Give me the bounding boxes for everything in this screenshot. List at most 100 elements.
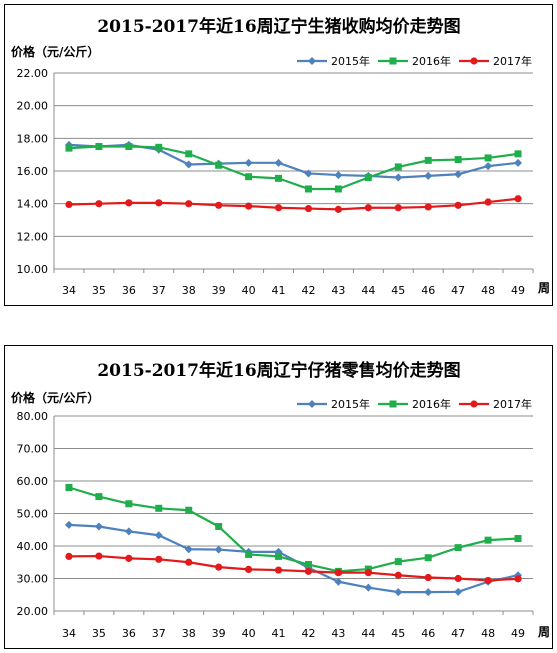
legend-label: 2016年	[412, 54, 451, 68]
x-tick-label: 42	[301, 284, 315, 297]
data-point	[125, 199, 133, 207]
data-point	[394, 204, 402, 212]
data-point	[185, 558, 193, 566]
data-point	[304, 567, 313, 575]
data-point	[155, 504, 163, 512]
x-axis-unit: 周	[538, 281, 550, 295]
data-point	[184, 545, 193, 554]
data-point	[364, 583, 373, 592]
data-point	[275, 174, 283, 182]
x-tick-label: 46	[421, 284, 435, 297]
x-axis-unit: 周	[538, 625, 550, 639]
data-point	[394, 163, 402, 171]
data-point	[394, 588, 403, 597]
data-point	[424, 203, 432, 211]
x-tick-label: 39	[212, 627, 226, 640]
x-tick-label: 35	[92, 627, 106, 640]
data-point	[95, 143, 103, 150]
data-point	[65, 144, 73, 152]
data-point	[215, 201, 223, 209]
series-line	[68, 554, 519, 582]
data-point	[154, 531, 163, 540]
data-point	[185, 200, 193, 208]
data-point	[454, 544, 462, 552]
data-point	[394, 173, 403, 182]
legend-marker	[389, 400, 397, 408]
x-tick-label: 42	[301, 627, 315, 640]
legend-item: 2015年	[297, 54, 370, 68]
legend-marker	[389, 57, 397, 65]
data-point	[94, 522, 103, 531]
legend-marker	[470, 57, 478, 65]
y-tick-label: 18.00	[17, 132, 49, 145]
data-point	[275, 552, 283, 560]
y-tick-label: 40.00	[17, 540, 49, 553]
data-point	[424, 156, 432, 164]
series-2016年	[65, 143, 522, 193]
legend-item: 2017年	[459, 54, 532, 68]
x-tick-label: 45	[391, 627, 405, 640]
chart-panel-piglet: 2015-2017年近16周辽宁仔猪零售均价走势图 价格（元/公斤） 2015年…	[4, 345, 553, 649]
legend-item: 2017年	[459, 397, 532, 411]
x-tick-label: 35	[92, 284, 106, 297]
y-tick-label: 30.00	[17, 573, 49, 586]
data-point	[484, 198, 492, 206]
y-tick-label: 22.00	[17, 67, 49, 80]
x-tick-label: 48	[481, 627, 495, 640]
data-point	[424, 573, 432, 582]
data-point	[304, 169, 313, 178]
y-tick-label: 80.00	[17, 410, 49, 423]
data-point	[65, 200, 73, 209]
data-point	[334, 577, 343, 586]
data-point	[364, 569, 372, 577]
data-point	[484, 162, 493, 171]
legend-item: 2016年	[378, 397, 451, 411]
x-tick-label: 40	[242, 284, 256, 297]
data-point	[364, 174, 372, 182]
data-point	[125, 554, 133, 562]
legend-label: 2015年	[331, 397, 370, 411]
x-tick-label: 34	[62, 284, 76, 297]
x-tick-label: 43	[331, 627, 345, 640]
data-point	[394, 571, 402, 579]
x-tick-label: 41	[272, 284, 286, 297]
chart-legend: 2015年 2016年 2017年	[297, 397, 532, 411]
x-tick-label: 34	[62, 627, 76, 640]
chart-legend: 2015年 2016年 2017年	[297, 54, 532, 68]
y-tick-label: 50.00	[17, 508, 49, 521]
data-point	[304, 185, 312, 193]
data-point	[215, 161, 223, 169]
data-point	[424, 554, 432, 562]
data-point	[454, 156, 462, 164]
data-point	[454, 587, 463, 596]
data-point	[155, 199, 163, 207]
data-point	[245, 173, 253, 181]
data-point	[454, 574, 462, 583]
data-point	[454, 170, 463, 179]
series-line	[68, 486, 519, 573]
data-point	[245, 550, 253, 558]
x-tick-label: 45	[391, 284, 405, 297]
y-tick-label: 70.00	[17, 443, 49, 456]
x-tick-label: 46	[421, 627, 435, 640]
data-point	[514, 575, 522, 583]
data-point	[274, 204, 283, 212]
data-point	[274, 158, 283, 167]
data-point	[215, 563, 223, 571]
plot-area: 10.00 12.00 14.00 16.00 18.00 20.00 22.00 34 35 3…	[17, 67, 534, 297]
data-point	[334, 171, 343, 180]
series-line	[68, 145, 519, 191]
data-point	[155, 143, 163, 151]
series-line	[68, 197, 519, 211]
chart-title: 2015-2017年近16周辽宁仔猪零售均价走势图	[97, 360, 460, 381]
data-point	[484, 576, 492, 585]
x-tick-label: 44	[361, 627, 375, 640]
legend-label: 2015年	[331, 54, 370, 68]
data-point	[185, 150, 193, 158]
data-point	[65, 552, 73, 560]
x-tick-label: 47	[451, 627, 465, 640]
x-tick-label: 37	[152, 284, 166, 297]
data-point	[454, 201, 462, 209]
data-point	[424, 171, 433, 180]
data-point	[185, 506, 193, 514]
